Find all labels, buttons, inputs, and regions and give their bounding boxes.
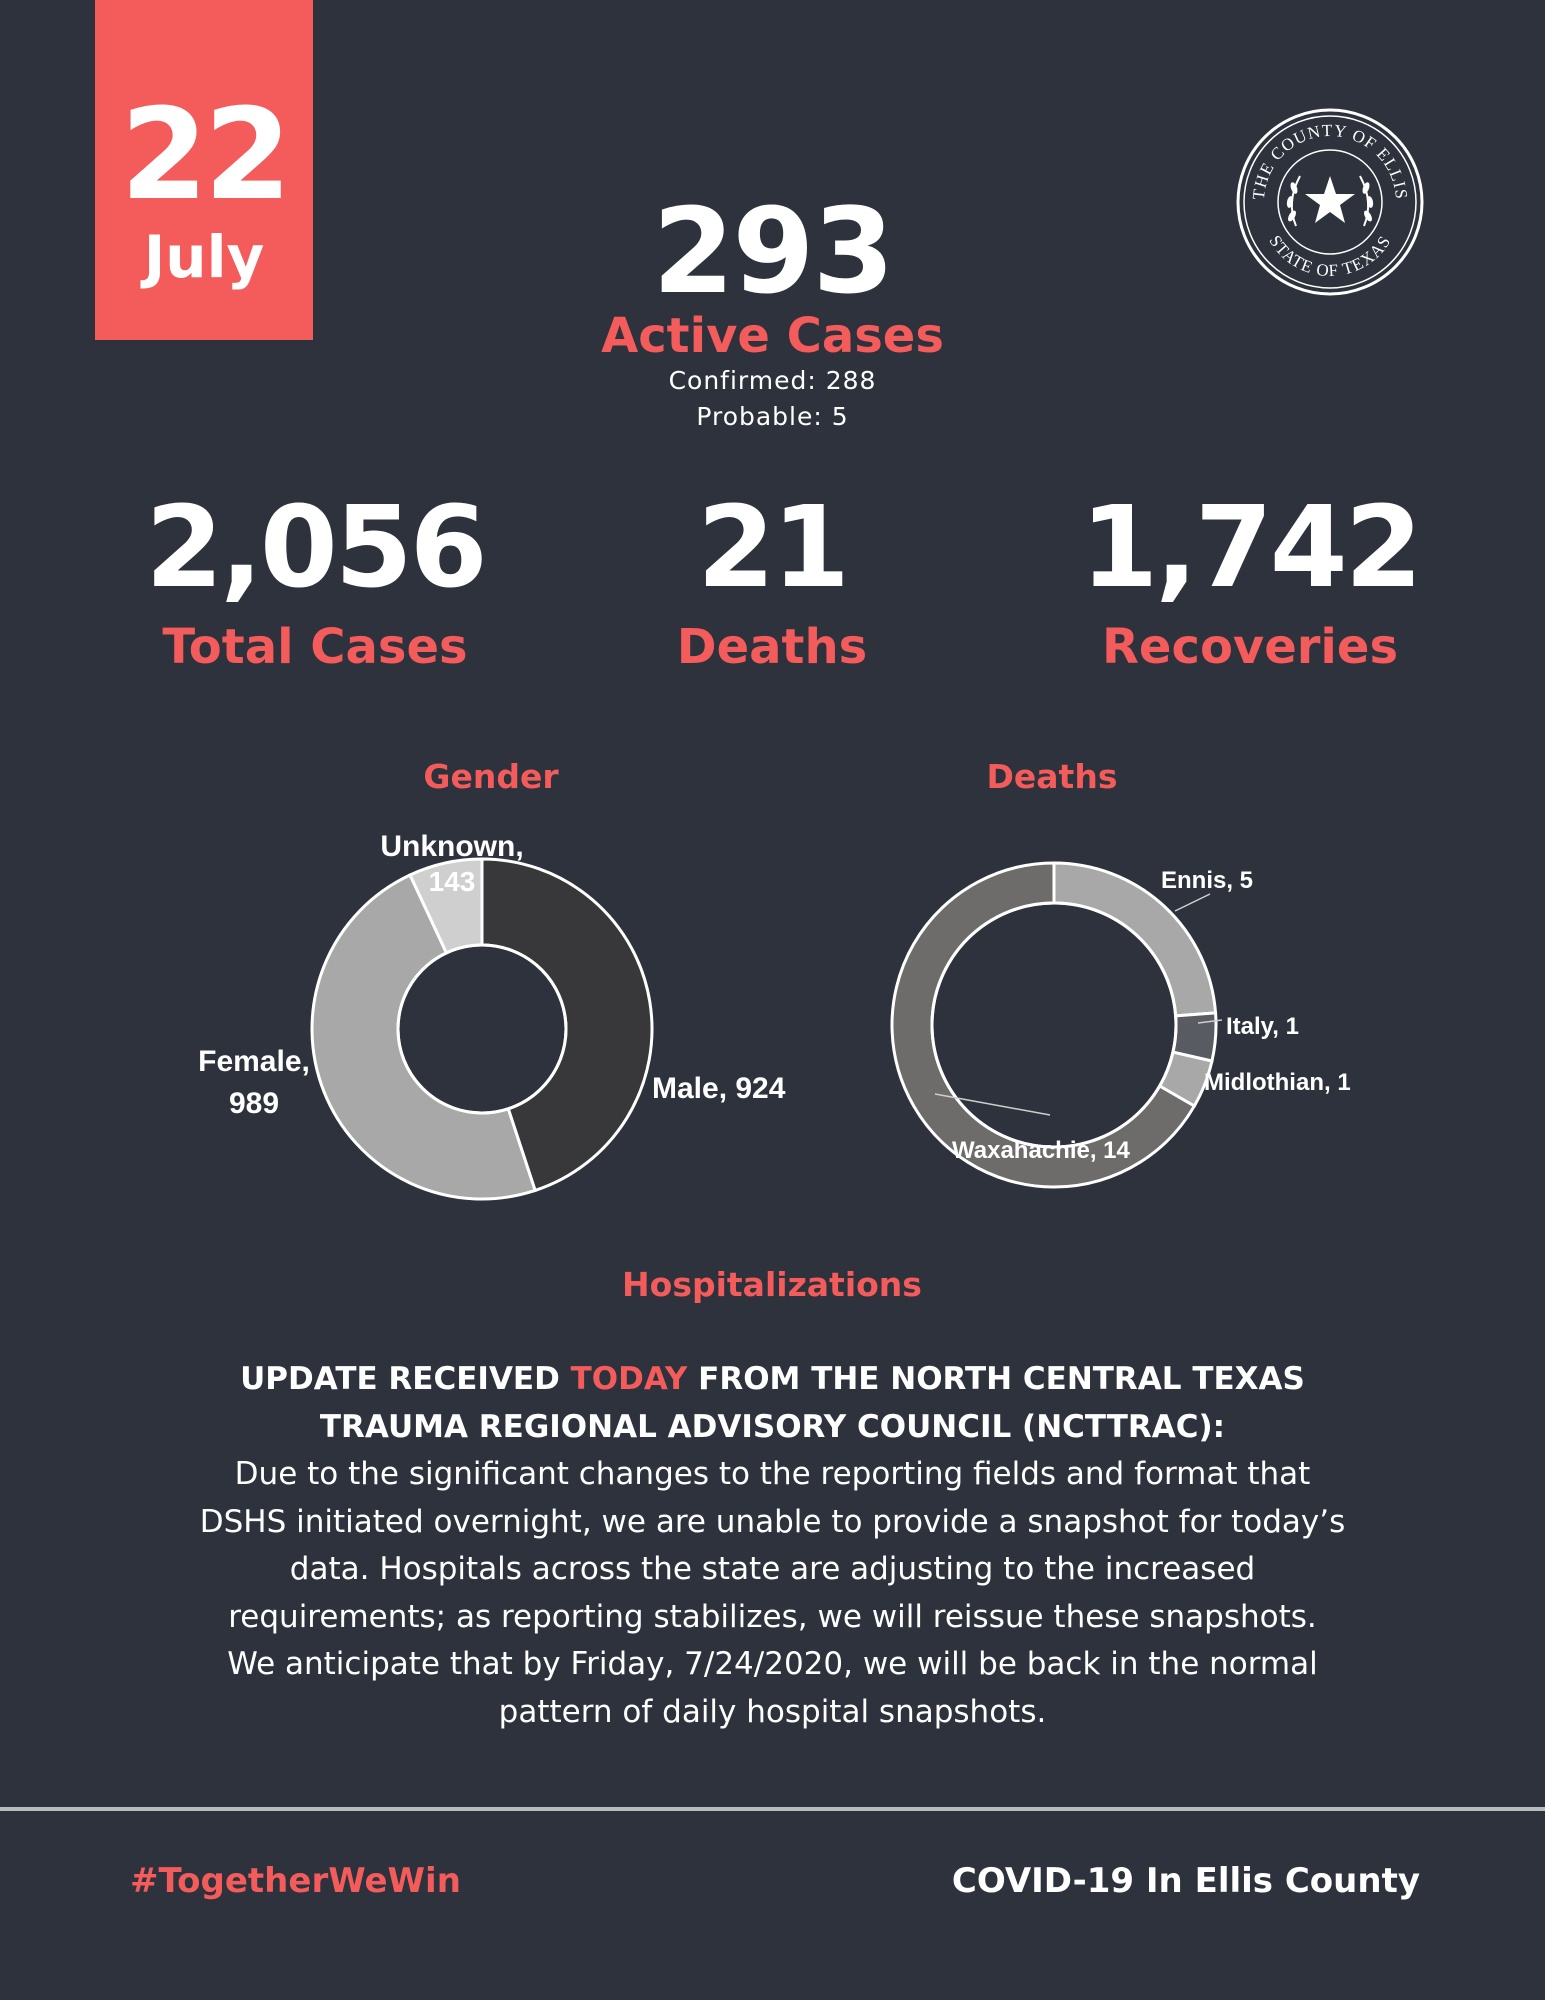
confirmed-count: Confirmed: 288: [668, 366, 877, 395]
active-cases-label: Active Cases: [601, 308, 944, 364]
notice-body-line: Due to the significant changes to the re…: [234, 1456, 1311, 1492]
notice-body-line: pattern of daily hospital snapshots.: [498, 1693, 1047, 1730]
notice-line-1a: UPDATE RECEIVED: [240, 1361, 571, 1397]
deaths-donut-chart: Ennis, 5 Italy, 1 Midlothian, 1 Waxahach…: [890, 861, 1351, 1189]
gender-label-male: Male, 924: [652, 1072, 786, 1105]
deaths-label-waxahachie: Waxahachie, 14: [952, 1137, 1131, 1164]
date-day: 22: [120, 81, 291, 228]
notice-highlight-today: TODAY: [570, 1361, 688, 1397]
recoveries-label: Recoveries: [1101, 619, 1399, 675]
notice-body-line: DSHS initiated overnight, we are unable …: [199, 1503, 1346, 1540]
gender-label-female-value: 989: [229, 1087, 279, 1120]
deaths-donut-hole-ring: [930, 901, 1178, 1149]
total-cases-number: 2,056: [145, 483, 487, 613]
total-cases-label: Total Cases: [162, 619, 468, 675]
star-icon: [1305, 176, 1355, 223]
svg-text:STATE OF TEXAS: STATE OF TEXAS: [1265, 232, 1394, 280]
deaths-label-midlothian: Midlothian, 1: [1204, 1069, 1351, 1096]
active-cases-number: 293: [652, 182, 894, 320]
deaths-number: 21: [697, 483, 850, 613]
gender-label-unknown-value: 143: [429, 866, 476, 897]
notice-body-line: data. Hospitals across the state are adj…: [289, 1551, 1256, 1587]
recoveries-number: 1,742: [1080, 483, 1422, 613]
leader-line-italy: [1197, 1019, 1223, 1024]
deaths-label: Deaths: [676, 619, 868, 675]
footer-hashtag: #TogetherWeWin: [130, 1861, 461, 1901]
notice-line-2: TRAUMA REGIONAL ADVISORY COUNCIL (NCTTRA…: [319, 1408, 1226, 1445]
notice-line-1: UPDATE RECEIVED TODAY FROM THE NORTH CEN…: [130, 1356, 1415, 1404]
probable-count: Probable: 5: [696, 402, 849, 431]
footer-divider: [0, 1807, 1545, 1811]
seal-bottom-text: STATE OF TEXAS: [1265, 232, 1393, 280]
gender-donut-chart: Unknown, 143 Female, 989 Male, 924: [198, 830, 786, 1201]
hospitalizations-notice: UPDATE RECEIVED TODAY FROM THE NORTH CEN…: [130, 1356, 1415, 1736]
notice-body-line: requirements; as reporting stabilizes, w…: [228, 1598, 1317, 1635]
leader-line-ennis: [1174, 893, 1211, 912]
gender-label-female-name: Female,: [198, 1045, 310, 1078]
county-seal-logo: THE COUNTY OF ELLIS STATE OF TEXAS: [1236, 108, 1424, 296]
leader-line-waxahachie: [934, 1093, 1051, 1116]
date-month: July: [143, 223, 265, 291]
notice-body-line: We anticipate that by Friday, 7/24/2020,…: [227, 1646, 1318, 1682]
hospitalizations-title: Hospitalizations: [622, 1265, 922, 1304]
notice-line-1b: FROM THE NORTH CENTRAL TEXAS: [687, 1361, 1305, 1397]
gender-donut-hole-ring: [396, 943, 568, 1115]
deaths-label-italy: Italy, 1: [1226, 1013, 1299, 1040]
gender-chart-title: Gender: [423, 757, 559, 796]
gender-label-unknown-name: Unknown,: [380, 830, 523, 863]
deaths-chart-title: Deaths: [986, 757, 1118, 796]
deaths-label-ennis: Ennis, 5: [1161, 867, 1253, 894]
date-badge: 22 July: [95, 0, 313, 340]
footer-title: COVID-19 In Ellis County: [951, 1861, 1420, 1901]
